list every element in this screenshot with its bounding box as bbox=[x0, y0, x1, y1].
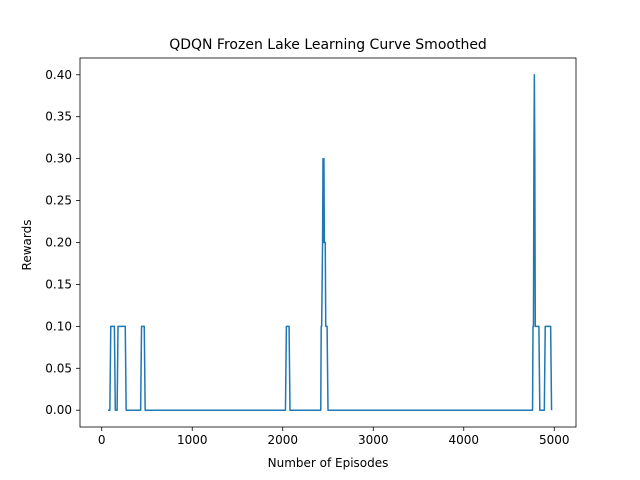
y-tick-label: 0.35 bbox=[45, 110, 72, 124]
y-axis-label: Rewards bbox=[20, 220, 34, 271]
y-tick-label: 0.10 bbox=[45, 319, 72, 333]
y-tick-label: 0.30 bbox=[45, 152, 72, 166]
x-tick-label: 4000 bbox=[448, 433, 479, 447]
y-tick-label: 0.00 bbox=[45, 403, 72, 417]
x-tick-label: 0 bbox=[98, 433, 106, 447]
x-tick-label: 2000 bbox=[267, 433, 298, 447]
y-tick-label: 0.05 bbox=[45, 361, 72, 375]
y-tick-label: 0.15 bbox=[45, 277, 72, 291]
y-tick-label: 0.40 bbox=[45, 68, 72, 82]
x-tick-label: 3000 bbox=[358, 433, 389, 447]
x-axis-label: Number of Episodes bbox=[268, 456, 389, 470]
y-tick-label: 0.25 bbox=[45, 194, 72, 208]
y-tick-label: 0.20 bbox=[45, 236, 72, 250]
x-axis: 0 1000 2000 3000 4000 5000 bbox=[98, 427, 570, 447]
plot-area bbox=[108, 74, 553, 411]
x-tick-label: 1000 bbox=[177, 433, 208, 447]
y-axis: 0.00 0.05 0.10 0.15 0.20 0.25 0.30 0.35 0.40 bbox=[45, 68, 80, 417]
x-tick-label: 5000 bbox=[539, 433, 570, 447]
series-line-0 bbox=[108, 74, 553, 411]
chart-title: QDQN Frozen Lake Learning Curve Smoothed bbox=[169, 37, 487, 53]
